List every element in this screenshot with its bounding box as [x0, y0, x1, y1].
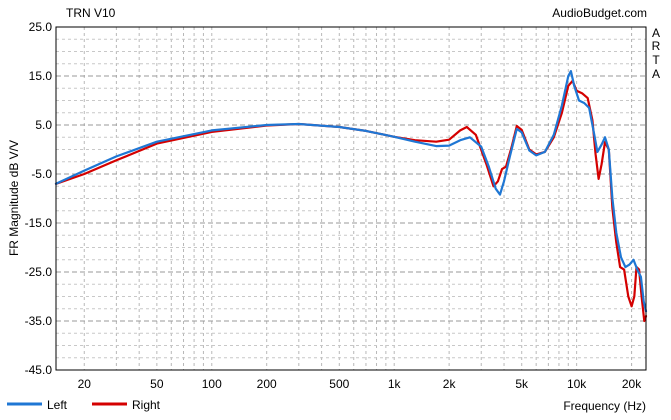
y-tick-label: 15.0: [29, 69, 53, 83]
side-letter: A: [652, 26, 660, 40]
y-tick-label: 5.0: [35, 118, 52, 132]
source-label: AudioBudget.com: [552, 6, 647, 20]
side-letter: R: [652, 39, 661, 53]
x-tick-label: 500: [329, 377, 349, 391]
y-tick-label: -15.0: [25, 216, 53, 230]
plot-frame: [55, 26, 647, 371]
side-letter: A: [652, 67, 660, 81]
x-tick-label: 100: [202, 377, 222, 391]
y-tick-labels: 25.0 15.0 5.0 -5.0 -15.0 -25.0 -35.0 -45.0: [25, 20, 53, 377]
y-tick-label: -25.0: [25, 265, 53, 279]
side-label: A R T A: [652, 26, 661, 81]
x-tick-labels: 20 50 100 200 500 1k 2k 5k 10k 20k: [78, 377, 643, 391]
x-tick-label: 2k: [443, 377, 457, 391]
x-tick-label: 50: [150, 377, 164, 391]
series-line-left: [54, 70, 648, 313]
series-layer: [54, 70, 648, 323]
legend-label-left: Left: [47, 398, 68, 412]
y-axis-label: FR Magnitude dB V/V: [7, 140, 21, 256]
legend: Left Right: [7, 398, 161, 412]
x-tick-label: 20k: [622, 377, 642, 391]
y-tick-label: 25.0: [29, 20, 53, 34]
x-tick-label: 10k: [567, 377, 587, 391]
grid: [56, 27, 646, 370]
x-axis-label: Frequency (Hz): [563, 399, 646, 413]
y-tick-label: -45.0: [25, 363, 53, 377]
legend-label-right: Right: [132, 398, 161, 412]
x-tick-label: 1k: [388, 377, 402, 391]
x-tick-label: 200: [257, 377, 277, 391]
y-tick-label: -5.0: [31, 167, 52, 181]
x-tick-label: 5k: [515, 377, 529, 391]
x-tick-label: 20: [78, 377, 92, 391]
y-tick-label: -35.0: [25, 314, 53, 328]
chart-title: TRN V10: [66, 6, 116, 20]
side-letter: T: [652, 53, 660, 67]
